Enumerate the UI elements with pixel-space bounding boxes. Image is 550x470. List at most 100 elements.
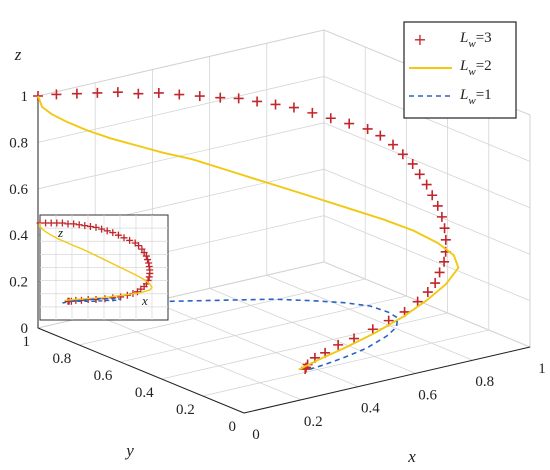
series-lw3-point-1: [51, 89, 62, 100]
series-lw3-point-21: [407, 158, 418, 169]
inset-lw3-point-11: [98, 225, 106, 233]
series-lw3-point-13: [288, 102, 299, 113]
series-lw3-point-25: [432, 200, 443, 211]
inset-lw3-point-10: [92, 223, 100, 231]
series-lw3-point-38: [349, 333, 360, 344]
inset-z-label: z: [57, 225, 63, 240]
inset-lw3-point-22: [144, 256, 152, 264]
series-lw3-point-36: [383, 315, 394, 326]
series-layer: [33, 87, 460, 375]
y-tick-3: 0.6: [94, 368, 113, 384]
grid-xy-x-4: [266, 274, 473, 361]
grid-xy-y-2: [161, 312, 448, 380]
legend-label-lw2: Lw=2: [459, 58, 492, 78]
y-axis-label: y: [124, 441, 134, 460]
series-lw3-point-23: [421, 179, 432, 190]
legend-item-lw1: Lw=1: [409, 87, 492, 107]
series-lw3-point-12: [270, 99, 281, 110]
series-lw3-point-3: [92, 87, 103, 98]
series-lw3-point-22: [414, 169, 425, 180]
inset-lw3-point-21: [142, 252, 150, 260]
inset-lw3-point-27: [145, 273, 153, 281]
inset-lw3-point-9: [86, 222, 94, 230]
inset-x-label: x: [141, 293, 148, 308]
grid-xz-z-4: [37, 76, 325, 143]
series-lw3-point-17: [362, 123, 373, 134]
inset-lw3-point-18: [135, 242, 143, 250]
series-lw2-line: [37, 95, 460, 371]
axes: 00.20.40.60.8100.20.40.60.8100.20.40.60.…: [9, 45, 546, 466]
x-tick-0: 0: [252, 427, 260, 443]
inset-lw3-point-16: [126, 236, 134, 244]
inset-lw3-point-14: [114, 231, 122, 239]
series-lw3-point-32: [430, 278, 441, 289]
inset-lw3-point-4: [58, 219, 66, 227]
series-lw3-point-26: [436, 211, 447, 222]
series-lw3-point-6: [153, 87, 164, 98]
grid-xy-y-3: [120, 295, 407, 363]
legend-label-lw1: Lw=1: [459, 87, 492, 107]
z-tick-2: 0.4: [9, 228, 28, 244]
grid-xy-y-4: [79, 278, 366, 346]
inset-panel: zx: [36, 214, 169, 321]
series-lw3-point-33: [422, 287, 433, 298]
inset-lw3-point-15: [120, 234, 128, 242]
y-tick-0: 0: [229, 419, 237, 435]
x-tick-3: 0.6: [418, 387, 437, 403]
x-axis-line: [243, 346, 531, 414]
inset-lw3-point-8: [81, 222, 89, 230]
legend-marker-lw3: +: [413, 30, 426, 49]
legend-label-lw3: Lw=3: [459, 30, 492, 50]
series-lw3-point-15: [325, 113, 336, 124]
inset-lw3: [36, 219, 154, 305]
legend-label-lw2-main: L: [459, 58, 468, 74]
series-lw3-point-24: [427, 190, 438, 201]
series-lw3-point-37: [367, 324, 378, 335]
grid-xy-x-1: [95, 314, 302, 401]
legend-label-lw2-sub: w: [468, 66, 476, 78]
legend-item-lw2: Lw=2: [409, 58, 492, 78]
series-lw3-point-2: [71, 88, 82, 99]
y-tick-5: 1: [23, 334, 31, 350]
grid-yz-z-3: [323, 122, 531, 209]
series-lw3-point-14: [307, 107, 318, 118]
legend-label-lw3-rest: =3: [476, 30, 492, 46]
series-lw3: [33, 87, 451, 375]
z-tick-1: 0.2: [9, 275, 28, 291]
inset-lw3-point-6: [70, 220, 78, 228]
inset-lw1-line: [62, 298, 121, 304]
grid-xy-x-2: [152, 301, 359, 387]
grid-yz-z-2: [323, 168, 531, 255]
y-tick-1: 0.2: [176, 402, 195, 418]
series-lw3-point-7: [174, 89, 185, 100]
inset-lw3-point-32: [133, 288, 141, 296]
grid-yz-z-1: [323, 215, 531, 301]
inset-lw3-point-13: [109, 229, 117, 237]
x-tick-2: 0.4: [361, 401, 380, 417]
series-lw3-point-30: [439, 256, 450, 267]
legend-box: [403, 21, 517, 119]
x-tick-4: 0.8: [475, 374, 494, 390]
z-tick-5: 1: [21, 89, 29, 105]
x-tick-5: 1: [538, 361, 546, 377]
series-lw3-point-16: [344, 118, 355, 129]
inset-lw2-line: [39, 223, 153, 302]
grid-xy-x-5: [323, 261, 531, 348]
series-lw3-point-18: [375, 130, 386, 141]
series-lw3-point-34: [412, 296, 423, 307]
series-lw3-point-19: [388, 139, 399, 150]
inset-lw3-point-7: [75, 221, 83, 229]
y-tick-4: 0.8: [52, 351, 71, 367]
x-axis-label: x: [407, 447, 416, 466]
series-lw3-point-8: [194, 91, 205, 102]
legend-label-lw3-main: L: [459, 30, 468, 46]
grid-xy-x-3: [209, 288, 416, 374]
series-lw3-point-10: [233, 93, 244, 104]
z-axis-label: z: [14, 45, 22, 64]
series-lw3-point-27: [439, 223, 450, 234]
legend: + Lw=3 Lw=2 Lw=1: [403, 21, 517, 119]
series-lw3-point-39: [333, 339, 344, 350]
series-lw3-point-9: [215, 92, 226, 103]
legend-label-lw1-rest: =1: [476, 87, 492, 103]
